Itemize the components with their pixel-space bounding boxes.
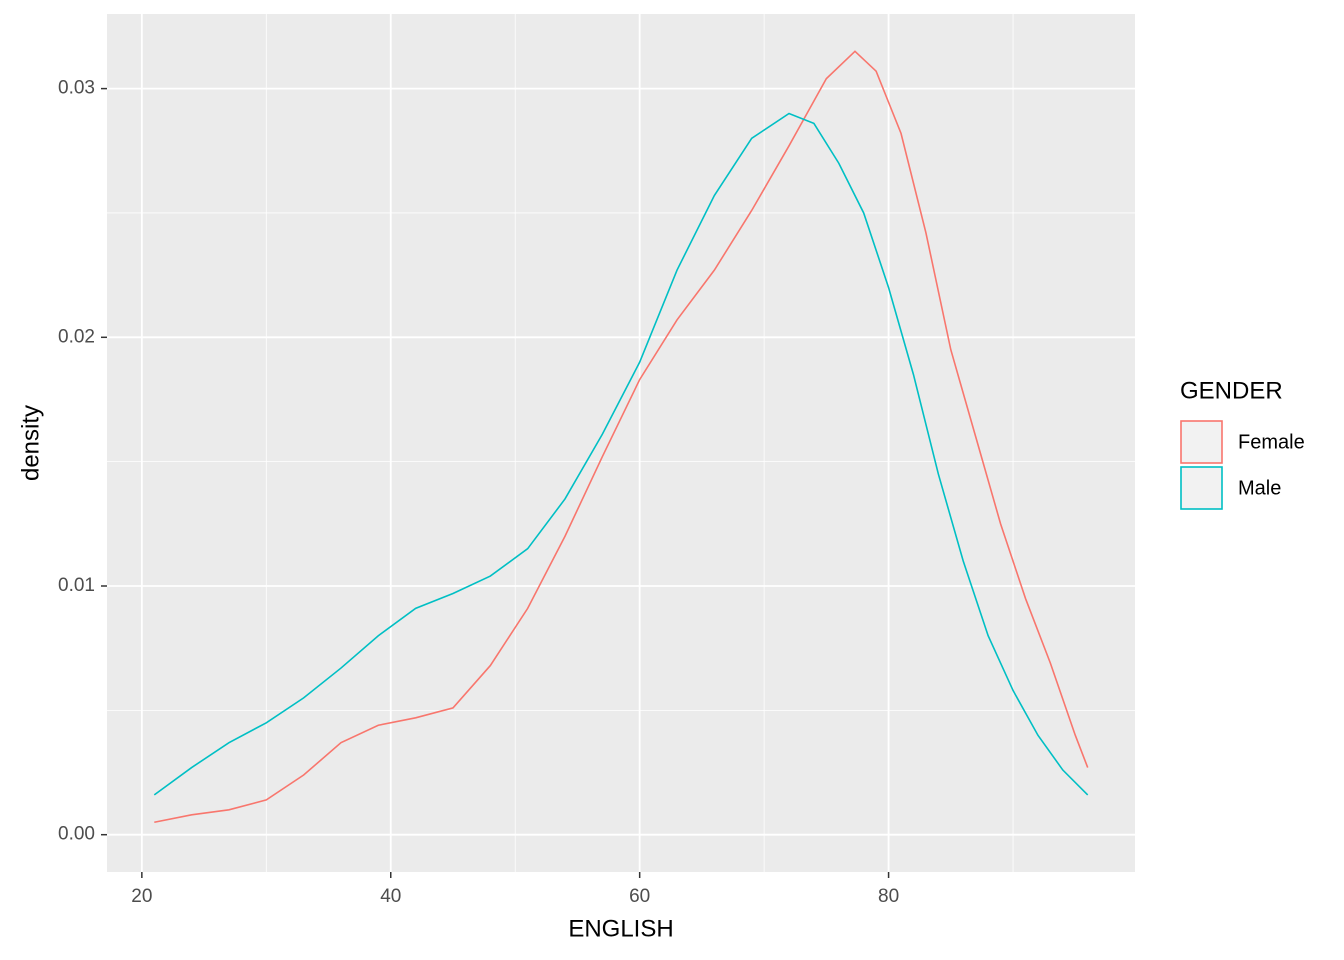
x-tick-label: 40 xyxy=(380,886,401,907)
x-tick-label: 20 xyxy=(131,886,152,907)
y-tick-label: 0.03 xyxy=(58,78,95,99)
lines xyxy=(153,50,1089,824)
y-tick-label: 0.02 xyxy=(58,326,95,347)
y-axis-title: density xyxy=(17,405,44,481)
legend-key xyxy=(1180,466,1223,510)
legend-label: Male xyxy=(1238,477,1281,499)
panel xyxy=(107,14,1135,872)
x-tick-label: 80 xyxy=(878,886,899,907)
legend-key xyxy=(1180,420,1223,464)
y-tick-label: 0.01 xyxy=(58,575,95,596)
x-tick-label: 60 xyxy=(629,886,650,907)
grid xyxy=(107,14,1135,872)
legend-label: Female xyxy=(1238,431,1305,453)
density-line xyxy=(153,112,1089,796)
density-line xyxy=(154,50,1089,824)
y-tick-label: 0.00 xyxy=(58,824,95,845)
x-axis-title: ENGLISH xyxy=(568,915,673,942)
legend-title: GENDER xyxy=(1180,377,1283,404)
